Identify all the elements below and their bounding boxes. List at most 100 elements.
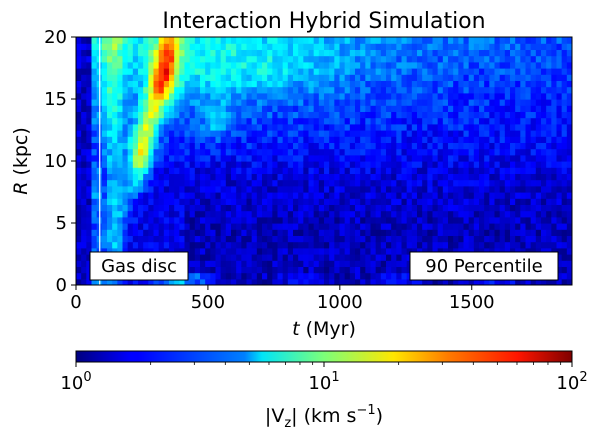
heatmap-cell xyxy=(308,266,315,274)
heatmap-cell xyxy=(132,92,139,100)
heatmap-cell xyxy=(241,49,248,57)
heatmap-cell xyxy=(256,43,263,50)
heatmap-cell xyxy=(293,204,299,212)
heatmap-cell xyxy=(127,154,134,162)
heatmap-cell xyxy=(551,61,558,69)
heatmap-cell xyxy=(324,130,330,137)
heatmap-cell xyxy=(546,68,552,75)
heatmap-cell xyxy=(81,92,87,100)
heatmap-cell xyxy=(107,142,113,150)
x-tick-label: 1000 xyxy=(317,292,363,313)
heatmap-cell xyxy=(267,204,273,212)
heatmap-cell xyxy=(117,179,124,187)
heatmap-cell xyxy=(386,99,392,106)
heatmap-cell xyxy=(112,247,118,255)
heatmap-cell xyxy=(515,216,521,224)
heatmap-cell xyxy=(174,247,180,255)
heatmap-cell xyxy=(86,173,93,181)
heatmap-cell xyxy=(189,117,196,125)
heatmap-cell xyxy=(458,229,465,236)
heatmap-cell xyxy=(339,92,346,100)
heatmap-cell xyxy=(220,278,227,285)
heatmap-cell xyxy=(386,111,392,119)
heatmap-cell xyxy=(468,49,475,57)
heatmap-cell xyxy=(174,37,180,44)
heatmap-cell xyxy=(101,210,108,218)
heatmap-cell xyxy=(468,148,475,156)
heatmap-cell xyxy=(355,223,361,230)
heatmap-cell xyxy=(473,136,480,143)
heatmap-cell xyxy=(101,92,108,100)
heatmap-cell xyxy=(561,92,568,100)
heatmap-cell xyxy=(298,105,304,112)
heatmap-cell xyxy=(143,61,149,69)
heatmap-cell xyxy=(504,247,511,255)
heatmap-cell xyxy=(386,130,392,137)
heatmap-cell xyxy=(334,92,341,100)
heatmap-cell xyxy=(396,55,403,63)
heatmap-cell xyxy=(143,117,149,125)
y-tick-label: 15 xyxy=(44,89,67,110)
heatmap-cell xyxy=(251,254,258,261)
heatmap-cell xyxy=(287,266,294,274)
heatmap-cell xyxy=(494,43,501,50)
heatmap-cell xyxy=(184,99,191,106)
heatmap-cell xyxy=(318,278,325,285)
heatmap-cell xyxy=(520,55,527,63)
heatmap-cell xyxy=(375,266,382,274)
heatmap-cell xyxy=(355,241,361,249)
heatmap-cell xyxy=(153,49,160,57)
heatmap-cell xyxy=(200,241,206,249)
heatmap-cell xyxy=(303,130,310,137)
heatmap-cell xyxy=(355,130,361,137)
heatmap-cell xyxy=(329,167,335,174)
heatmap-cell xyxy=(479,216,485,224)
heatmap-cell xyxy=(236,142,242,150)
heatmap-cell xyxy=(220,111,227,119)
heatmap-cell xyxy=(391,272,397,280)
heatmap-cell xyxy=(189,148,196,156)
heatmap-cell xyxy=(132,37,139,44)
heatmap-cell xyxy=(241,111,248,119)
heatmap-cell xyxy=(179,210,186,218)
heatmap-cell xyxy=(355,254,361,261)
heatmap-cell xyxy=(101,136,108,143)
heatmap-cell xyxy=(380,247,387,255)
heatmap-cell xyxy=(473,229,480,236)
heatmap-cell xyxy=(556,86,563,94)
heatmap-cell xyxy=(158,210,165,218)
heatmap-cell xyxy=(334,123,341,131)
heatmap-cell xyxy=(256,185,263,193)
heatmap-cell xyxy=(256,142,263,150)
heatmap-cell xyxy=(551,235,558,243)
heatmap-cell xyxy=(215,49,222,57)
heatmap-cell xyxy=(81,223,87,230)
heatmap-cell xyxy=(277,37,284,44)
heatmap-cell xyxy=(546,223,552,230)
heatmap-cell xyxy=(453,185,459,193)
heatmap-cell xyxy=(241,266,248,274)
heatmap-cell xyxy=(169,185,175,193)
heatmap-cell xyxy=(334,37,341,44)
heatmap-cell xyxy=(339,86,346,94)
heatmap-cell xyxy=(303,68,310,75)
heatmap-cell xyxy=(380,130,387,137)
heatmap-cell xyxy=(236,37,242,44)
heatmap-cell xyxy=(287,210,294,218)
heatmap-cell xyxy=(236,161,242,168)
heatmap-cell xyxy=(262,49,268,57)
heatmap-cell xyxy=(556,204,563,212)
heatmap-cell xyxy=(489,223,496,230)
heatmap-cell xyxy=(101,123,108,131)
heatmap-cell xyxy=(262,266,268,274)
heatmap-cell xyxy=(194,192,201,199)
heatmap-cell xyxy=(406,37,413,44)
heatmap-cell xyxy=(148,148,155,156)
heatmap-cell xyxy=(189,278,196,285)
heatmap-cell xyxy=(463,223,470,230)
heatmap-cell xyxy=(231,266,237,274)
heatmap-cell xyxy=(287,254,294,261)
heatmap-cell xyxy=(262,130,268,137)
heatmap-cell xyxy=(215,229,222,236)
heatmap-cell xyxy=(396,99,403,106)
